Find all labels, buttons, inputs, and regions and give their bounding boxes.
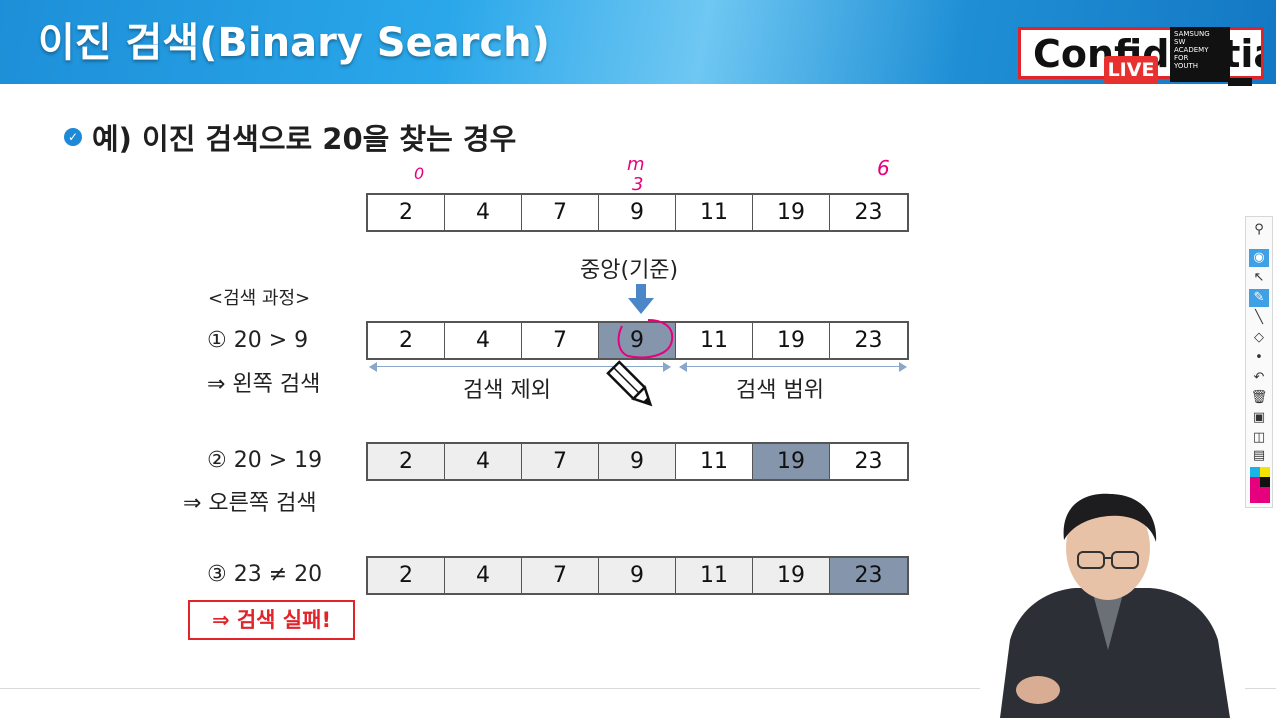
array-cell: 23 — [830, 323, 907, 358]
array-cell: 11 — [676, 444, 753, 479]
array-cell: 7 — [522, 323, 599, 358]
array-cell-excluded: 19 — [753, 558, 830, 593]
line-icon[interactable]: ╲ — [1255, 310, 1263, 325]
clipboard-icon[interactable]: ▤ — [1252, 448, 1266, 463]
exclude-range-line — [369, 362, 671, 372]
undo-icon[interactable]: ↶ — [1253, 370, 1265, 385]
annotation-toolbar: ⚲ ◉ ↖ ✎ ╲ ◇ • ↶ 🗑 ▣ ◫ ▤ — [1245, 216, 1273, 508]
color-current[interactable] — [1250, 487, 1270, 503]
samsung-academy-logo: SAMSUNG SW ACADEMY FOR YOUTH — [1170, 27, 1230, 82]
capture-icon[interactable]: ◫ — [1252, 430, 1266, 445]
color-black[interactable] — [1260, 477, 1270, 487]
search-fail-box: ⇒ 검색 실패! — [188, 600, 355, 640]
color-cyan[interactable] — [1250, 467, 1260, 477]
step2-result: ⇒ 오른쪽 검색 — [183, 491, 317, 516]
logo-tail — [1228, 78, 1252, 86]
step2-compare: ② 20 > 19 — [207, 448, 323, 473]
annotation-low: 0 — [414, 164, 425, 183]
search-range-line — [679, 362, 907, 372]
array-cell-excluded: 4 — [445, 558, 522, 593]
color-magenta[interactable] — [1250, 477, 1260, 487]
range-label: 검색 범위 — [736, 378, 824, 403]
array-cell: 19 — [753, 323, 830, 358]
pencil-cursor-icon — [606, 360, 653, 407]
array-cell-selected: 19 — [753, 444, 830, 479]
annotation-mid-index: 3 — [632, 174, 644, 195]
middle-label: 중앙(기준) — [580, 258, 679, 283]
live-badge: LIVE — [1104, 56, 1158, 84]
highlighter-icon[interactable]: ✎ — [1249, 289, 1269, 307]
slide-title: 이진 검색(Binary Search) — [38, 20, 550, 66]
step2-array: 2 4 7 9 11 19 23 — [366, 442, 909, 481]
initial-array: 2 4 7 9 11 19 23 — [366, 193, 909, 232]
eraser-icon[interactable]: ◇ — [1254, 330, 1264, 345]
array-cell-excluded: 9 — [599, 444, 676, 479]
array-cell: 19 — [753, 195, 830, 230]
array-cell: 2 — [368, 323, 445, 358]
step3-compare: ③ 23 ≠ 20 — [207, 562, 323, 587]
array-cell: 11 — [676, 323, 753, 358]
section-heading: ✓ 예) 이진 검색으로 20을 찾는 경우 — [64, 116, 516, 158]
array-cell-excluded: 7 — [522, 558, 599, 593]
array-cell: 7 — [522, 195, 599, 230]
check-icon: ✓ — [64, 128, 82, 146]
array-cell: 4 — [445, 195, 522, 230]
eye-icon[interactable]: ◉ — [1249, 249, 1269, 267]
heading-text: 예) 이진 검색으로 20을 찾는 경우 — [92, 122, 517, 156]
array-cell-excluded: 4 — [445, 444, 522, 479]
stamp-icon[interactable]: ▣ — [1252, 410, 1266, 425]
presenter-video — [980, 490, 1245, 718]
array-cell-excluded: 11 — [676, 558, 753, 593]
pink-circle-annotation — [617, 319, 674, 359]
array-cell-excluded: 7 — [522, 444, 599, 479]
color-yellow[interactable] — [1260, 467, 1270, 477]
step3-array: 2 4 7 9 11 19 23 — [366, 556, 909, 595]
step1-compare: ① 20 > 9 — [207, 328, 309, 353]
array-cell: 4 — [445, 323, 522, 358]
array-cell-excluded: 9 — [599, 558, 676, 593]
array-cell: 23 — [830, 444, 907, 479]
array-cell-excluded: 2 — [368, 558, 445, 593]
slide-bottom-line — [0, 688, 1276, 689]
annotation-mid: m — [627, 154, 645, 175]
array-cell: 9 — [599, 195, 676, 230]
array-cell-selected: 23 — [830, 558, 907, 593]
down-arrow-icon — [628, 284, 654, 314]
process-label: <검색 과정> — [208, 288, 311, 309]
trash-icon[interactable]: 🗑 — [1250, 390, 1268, 405]
array-cell: 23 — [830, 195, 907, 230]
array-cell: 11 — [676, 195, 753, 230]
array-cell: 2 — [368, 195, 445, 230]
pointer-icon[interactable]: ↖ — [1253, 270, 1265, 285]
dot-icon[interactable]: • — [1255, 350, 1263, 365]
exclude-label: 검색 제외 — [463, 378, 551, 403]
pin-icon[interactable]: ⚲ — [1254, 222, 1264, 237]
step1-result: ⇒ 왼쪽 검색 — [207, 372, 321, 397]
annotation-high: 6 — [877, 156, 890, 180]
array-cell-excluded: 2 — [368, 444, 445, 479]
step1-array: 2 4 7 9 11 19 23 — [366, 321, 909, 360]
